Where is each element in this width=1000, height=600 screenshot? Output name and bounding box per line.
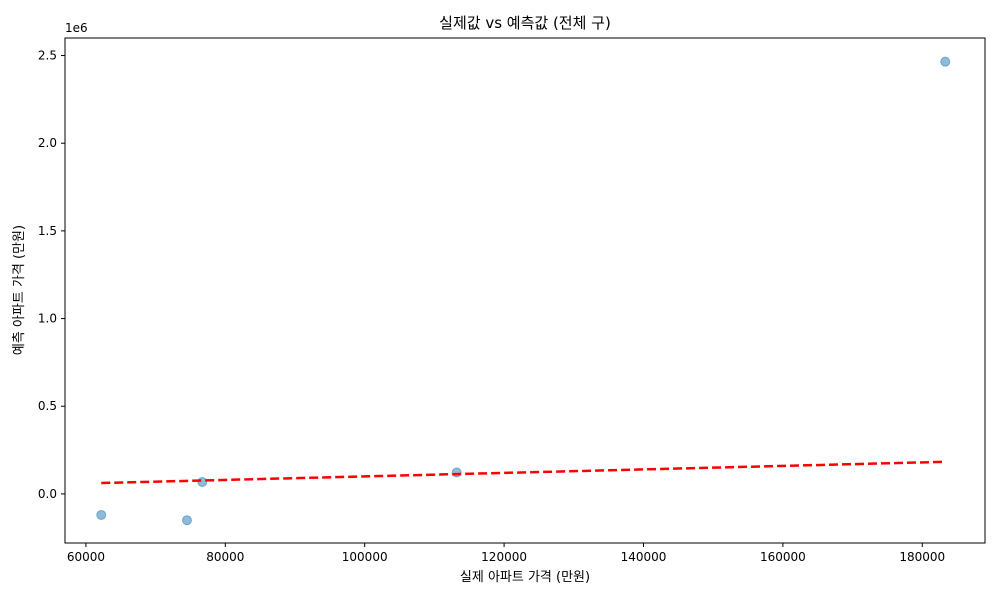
x-tick-label: 60000 [67, 550, 105, 564]
y-tick-label: 0.5 [38, 399, 57, 413]
data-point [96, 509, 107, 520]
data-point [940, 56, 951, 67]
data-point [197, 476, 208, 487]
y-tick-label: 1.5 [38, 224, 57, 238]
y-tick-label: 2.0 [38, 136, 57, 150]
axes-frame [64, 37, 986, 544]
y-tick-label: 2.5 [38, 49, 57, 63]
x-axis-label: 실제 아파트 가격 (만원) [460, 570, 590, 585]
x-tick-label: 100000 [342, 550, 388, 564]
x-tick-label: 140000 [621, 550, 667, 564]
x-axis: 60000 80000 100000 120000 140000 160000 180000 [67, 543, 945, 564]
x-tick-label: 160000 [760, 550, 806, 564]
x-tick-label: 180000 [899, 550, 945, 564]
y-tick-label: 1.0 [38, 312, 57, 326]
x-tick-label: 80000 [206, 550, 244, 564]
plot-area [96, 56, 951, 526]
chart-title: 실제값 vs 예측값 (전체 구) [439, 14, 611, 32]
trend-line [101, 460, 946, 485]
y-scale-label: 1e6 [65, 21, 88, 35]
data-point [451, 467, 462, 478]
y-tick-label: 0.0 [38, 487, 57, 501]
y-axis: 0.0 0.5 1.0 1.5 2.0 2.5 [38, 49, 65, 501]
y-axis-label: 예측 아파트 가격 (만원) [12, 225, 27, 355]
data-point [181, 515, 192, 526]
x-tick-label: 120000 [481, 550, 527, 564]
